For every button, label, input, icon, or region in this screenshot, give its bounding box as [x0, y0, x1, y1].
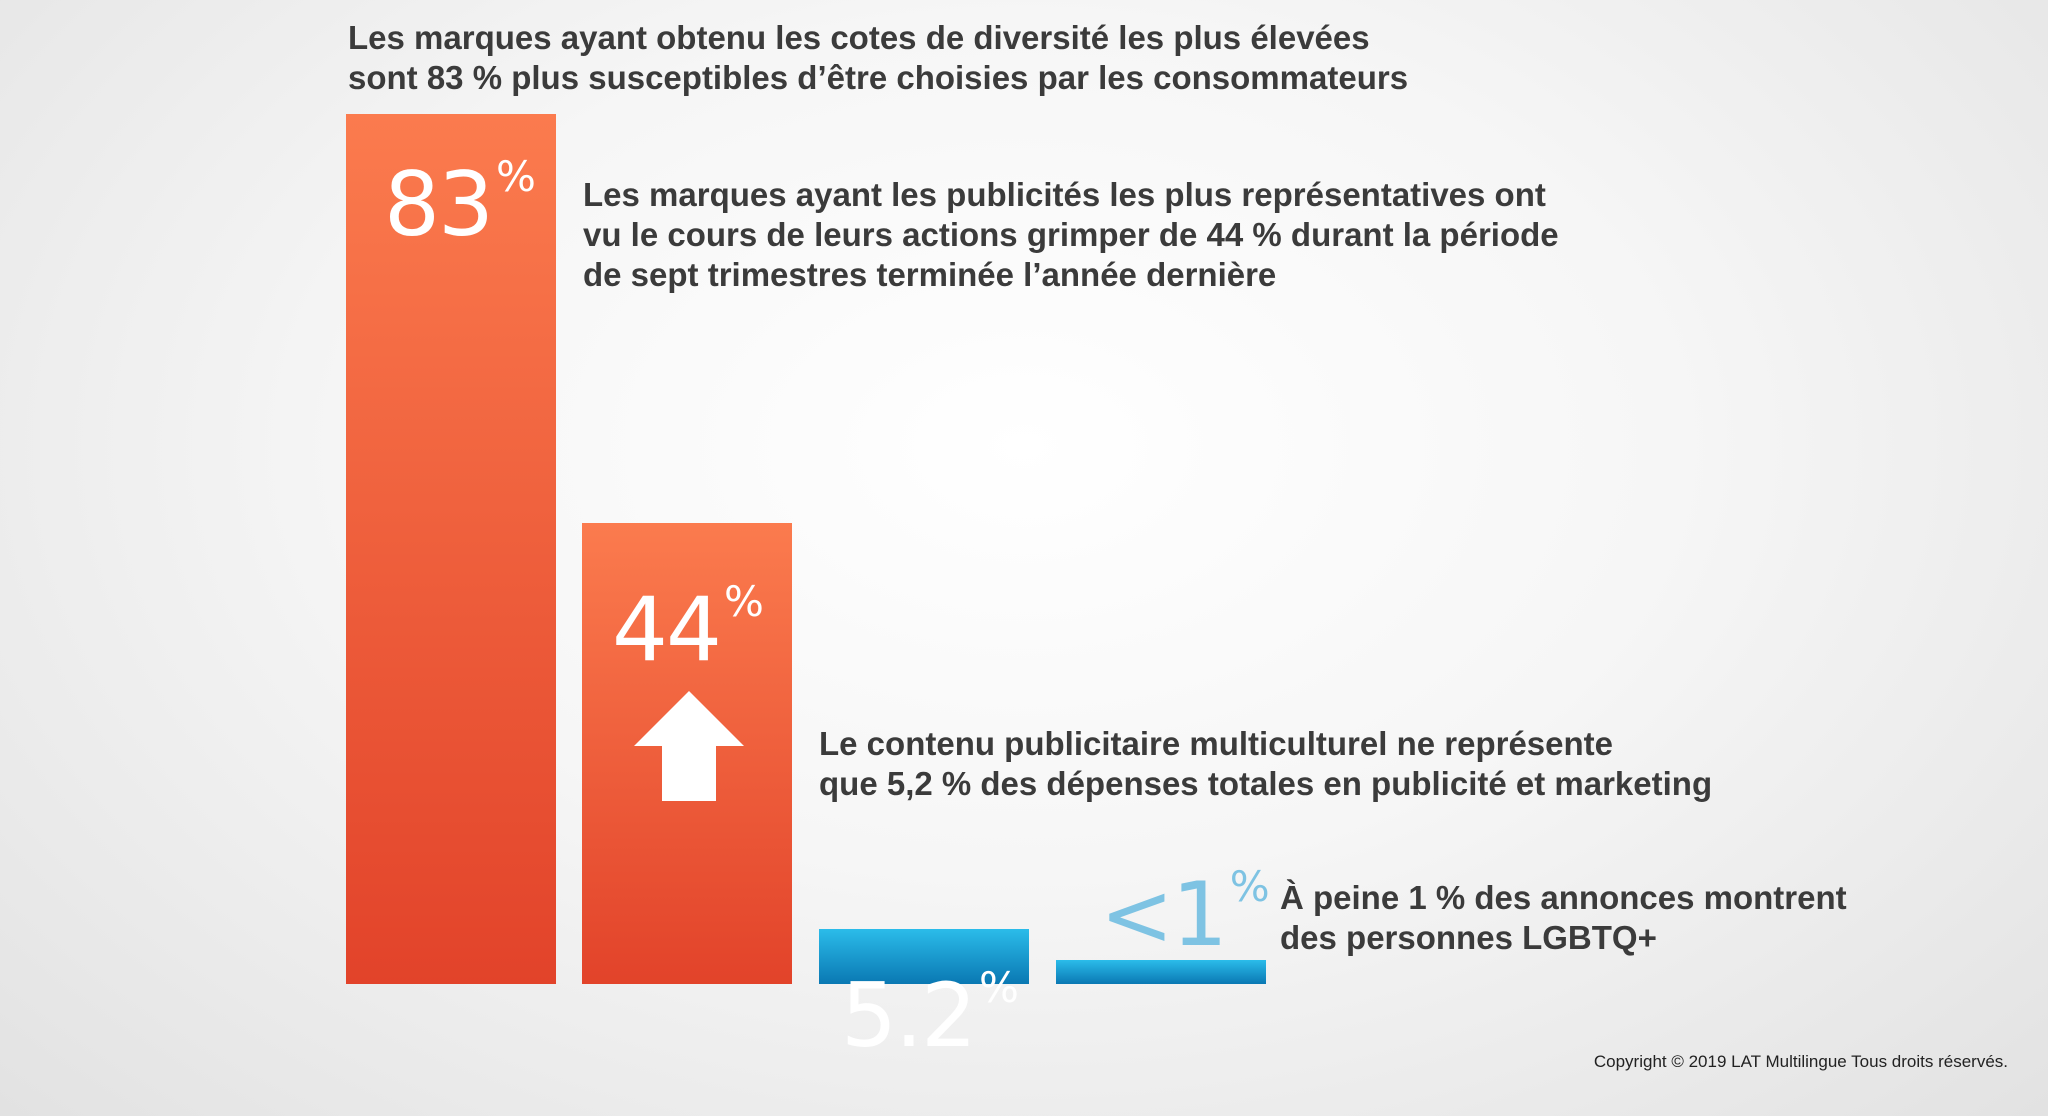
bar-83-percent: 83% [346, 114, 556, 984]
caption-44: Les marques ayant les publicités les plu… [583, 176, 1559, 293]
caption-1: À peine 1 % des annonces montrent des pe… [1280, 879, 1847, 956]
bar-less-than-1-percent [1056, 960, 1266, 984]
bar-5-2-percent: 5.2% [819, 929, 1029, 1060]
value-label-44: 44% [612, 576, 764, 681]
value-label-less-than-1: <1% [1100, 862, 1270, 966]
bar-44-percent: 44% [582, 522, 792, 984]
caption-83: Les marques ayant obtenu les cotes de di… [348, 19, 1409, 96]
value-label-83: 83% [384, 152, 536, 256]
caption-5-2: Le contenu publicitaire multiculturel ne… [819, 725, 1713, 802]
up-arrow-icon [634, 690, 744, 801]
value-label-5-2: 5.2% [841, 963, 1019, 1068]
copyright-notice: Copyright © 2019 LAT Multilingue Tous dr… [1593, 1052, 2008, 1071]
